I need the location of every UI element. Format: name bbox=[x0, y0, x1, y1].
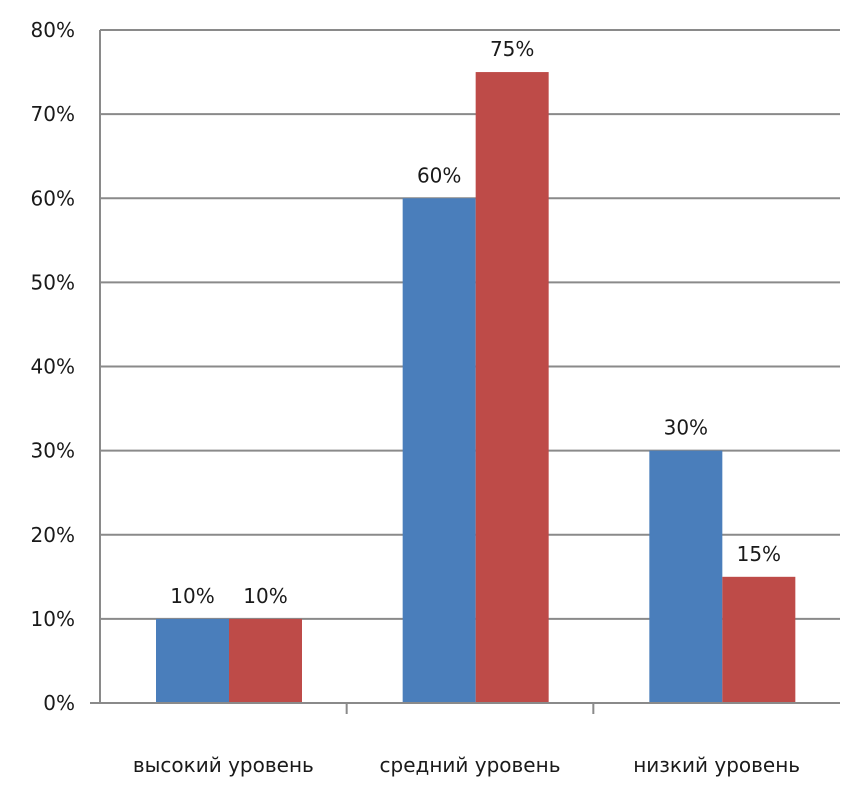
y-axis-tick-labels: 0% 10% 20% 30% 40% 50% 60% 70% 80% bbox=[31, 18, 75, 715]
data-label: 75% bbox=[490, 37, 534, 61]
x-category-label: низкий уровень bbox=[633, 753, 800, 777]
bars bbox=[156, 72, 796, 703]
y-tick-label: 20% bbox=[31, 523, 75, 547]
axes bbox=[90, 30, 840, 714]
data-label: 10% bbox=[170, 584, 214, 608]
y-tick-label: 10% bbox=[31, 607, 75, 631]
y-tick-label: 60% bbox=[31, 186, 75, 210]
bar-series-2-1 bbox=[475, 72, 549, 703]
bar-series-1-1 bbox=[402, 198, 476, 703]
x-category-label: высокий уровень bbox=[133, 753, 314, 777]
y-tick-label: 40% bbox=[31, 355, 75, 379]
data-label: 10% bbox=[243, 584, 287, 608]
y-tick-label: 70% bbox=[31, 102, 75, 126]
data-label: 60% bbox=[417, 163, 461, 187]
y-tick-label: 80% bbox=[31, 18, 75, 42]
y-tick-label: 30% bbox=[31, 439, 75, 463]
y-tick-label: 0% bbox=[43, 691, 75, 715]
bar-series-2-0 bbox=[229, 618, 302, 703]
data-label: 15% bbox=[737, 542, 781, 566]
y-tick-label: 50% bbox=[31, 270, 75, 294]
bar-series-1-2 bbox=[649, 450, 723, 703]
x-category-label: средний уровень bbox=[380, 753, 561, 777]
data-label: 30% bbox=[664, 416, 708, 440]
bar-series-1-0 bbox=[156, 618, 229, 703]
bar-series-2-2 bbox=[722, 576, 796, 703]
x-axis-category-labels: высокий уровень средний уровень низкий уро… bbox=[133, 753, 800, 777]
data-labels: 10% 60% 30% 10% 75% 15% bbox=[170, 37, 781, 608]
